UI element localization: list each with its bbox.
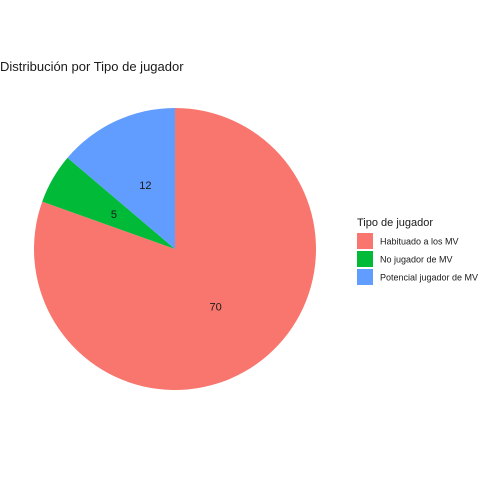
pie-slice-label: 12 — [139, 180, 151, 192]
pie-slices — [34, 108, 317, 390]
legend-items: Habituado a los MV No jugador de MV Potenc… — [357, 233, 478, 285]
legend-swatch — [357, 233, 373, 249]
pie-slice-habituado-a-los-mv — [34, 108, 317, 390]
pie-slice-no-jugador-de-mv — [42, 157, 175, 249]
legend-label: Potencial jugador de MV — [380, 273, 478, 283]
pie-slice-label: 5 — [111, 209, 117, 221]
legend-title: Tipo de jugador — [357, 217, 433, 229]
legend-swatch — [357, 269, 373, 285]
pie-slice-potencial-jugador-de-mv — [67, 108, 175, 249]
chart-title: Distribución por Tipo de jugador — [0, 59, 184, 74]
pie-slice-labels: 70 5 12 — [111, 180, 222, 314]
legend-label: Habituado a los MV — [380, 237, 459, 247]
pie-slice-label: 70 — [209, 302, 221, 314]
legend-label: No jugador de MV — [380, 255, 453, 265]
legend-swatch — [357, 251, 373, 267]
legend: Tipo de jugador Habituado a los MV No jug… — [357, 217, 478, 285]
